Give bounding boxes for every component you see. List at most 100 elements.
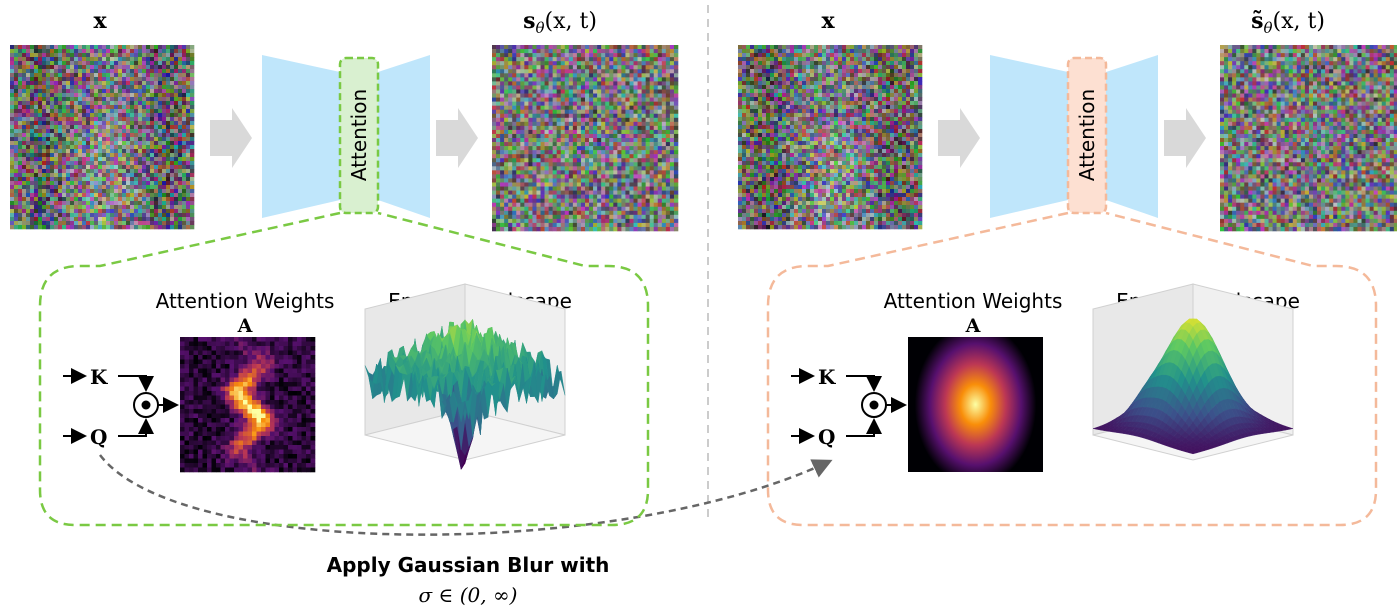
noise-pixel [174, 201, 178, 205]
noise-pixel [650, 178, 654, 182]
noise-pixel [70, 121, 74, 125]
noise-pixel [496, 69, 500, 73]
noise-pixel [565, 203, 569, 207]
noise-pixel [18, 105, 22, 109]
heat-cell [234, 468, 239, 473]
noise-pixel [94, 153, 98, 157]
noise-pixel [617, 45, 621, 49]
noise-pixel [94, 173, 98, 177]
noise-pixel [74, 113, 78, 117]
noise-pixel [520, 166, 524, 170]
noise-pixel [182, 89, 186, 93]
noise-pixel [86, 213, 90, 217]
noise-pixel [638, 126, 642, 130]
noise-pixel [638, 110, 642, 114]
noise-pixel [86, 57, 90, 61]
noise-pixel [30, 61, 34, 65]
noise-pixel [34, 97, 38, 101]
noise-pixel [162, 185, 166, 189]
noise-pixel [532, 182, 536, 186]
noise-pixel [78, 77, 82, 81]
heat-cell [275, 468, 280, 473]
noise-pixel [150, 217, 154, 221]
noise-pixel [629, 170, 633, 174]
heat-cell [189, 382, 194, 387]
heat-cell [252, 432, 257, 437]
noise-pixel [496, 65, 500, 69]
noise-pixel [625, 94, 629, 98]
noise-pixel [545, 199, 549, 203]
noise-pixel [146, 133, 150, 137]
noise-pixel [170, 53, 174, 57]
noise-pixel [565, 174, 569, 178]
noise-pixel [42, 193, 46, 197]
noise-pixel [670, 69, 674, 73]
noise-pixel [642, 122, 646, 126]
noise-pixel [170, 213, 174, 217]
noise-pixel [98, 93, 102, 97]
noise-pixel [573, 49, 577, 53]
noise-pixel [54, 145, 58, 149]
noise-pixel [50, 129, 54, 133]
noise-pixel [86, 61, 90, 65]
noise-pixel [46, 125, 50, 129]
noise-pixel [545, 61, 549, 65]
heat-cell [288, 396, 293, 401]
noise-pixel [162, 117, 166, 121]
noise-pixel [42, 101, 46, 105]
noise-pixel [492, 77, 496, 81]
noise-pixel [34, 141, 38, 145]
noise-pixel [166, 61, 170, 65]
heat-cell [284, 373, 289, 378]
noise-pixel [613, 122, 617, 126]
heat-cell [234, 463, 239, 468]
noise-pixel [536, 77, 540, 81]
noise-pixel [118, 121, 122, 125]
heat-cell [261, 382, 266, 387]
heat-cell [194, 360, 199, 365]
noise-pixel [609, 61, 613, 65]
noise-pixel [18, 173, 22, 177]
noise-pixel [18, 125, 22, 129]
query-label: Q [90, 425, 107, 449]
noise-pixel [134, 93, 138, 97]
noise-pixel [516, 142, 520, 146]
heat-cell [189, 351, 194, 356]
noise-pixel [609, 81, 613, 85]
heat-cell [248, 391, 253, 396]
noise-pixel [593, 162, 597, 166]
noise-pixel [58, 185, 62, 189]
noise-pixel [82, 97, 86, 101]
noise-pixel [650, 166, 654, 170]
noise-pixel [130, 133, 134, 137]
noise-pixel [589, 227, 593, 231]
heat-cell [189, 418, 194, 423]
noise-pixel [674, 118, 678, 122]
noise-pixel [62, 61, 66, 65]
noise-pixel [597, 126, 601, 130]
noise-pixel [508, 207, 512, 211]
noise-pixel [670, 89, 674, 93]
noise-pixel [26, 101, 30, 105]
noise-pixel [613, 49, 617, 53]
heat-cell [216, 387, 221, 392]
heat-cell [239, 427, 244, 432]
noise-pixel [30, 173, 34, 177]
heat-cell [284, 360, 289, 365]
noise-pixel [638, 215, 642, 219]
noise-pixel [646, 211, 650, 215]
noise-pixel [178, 161, 182, 165]
noise-pixel [541, 69, 545, 73]
noise-pixel [625, 150, 629, 154]
heat-cell [248, 418, 253, 423]
noise-pixel [536, 69, 540, 73]
noise-pixel [536, 195, 540, 199]
noise-pixel [74, 225, 78, 229]
noise-pixel [166, 105, 170, 109]
heat-cell [270, 418, 275, 423]
noise-pixel [524, 134, 528, 138]
noise-pixel [122, 85, 126, 89]
heat-cell [234, 373, 239, 378]
noise-pixel [613, 110, 617, 114]
noise-pixel [536, 94, 540, 98]
